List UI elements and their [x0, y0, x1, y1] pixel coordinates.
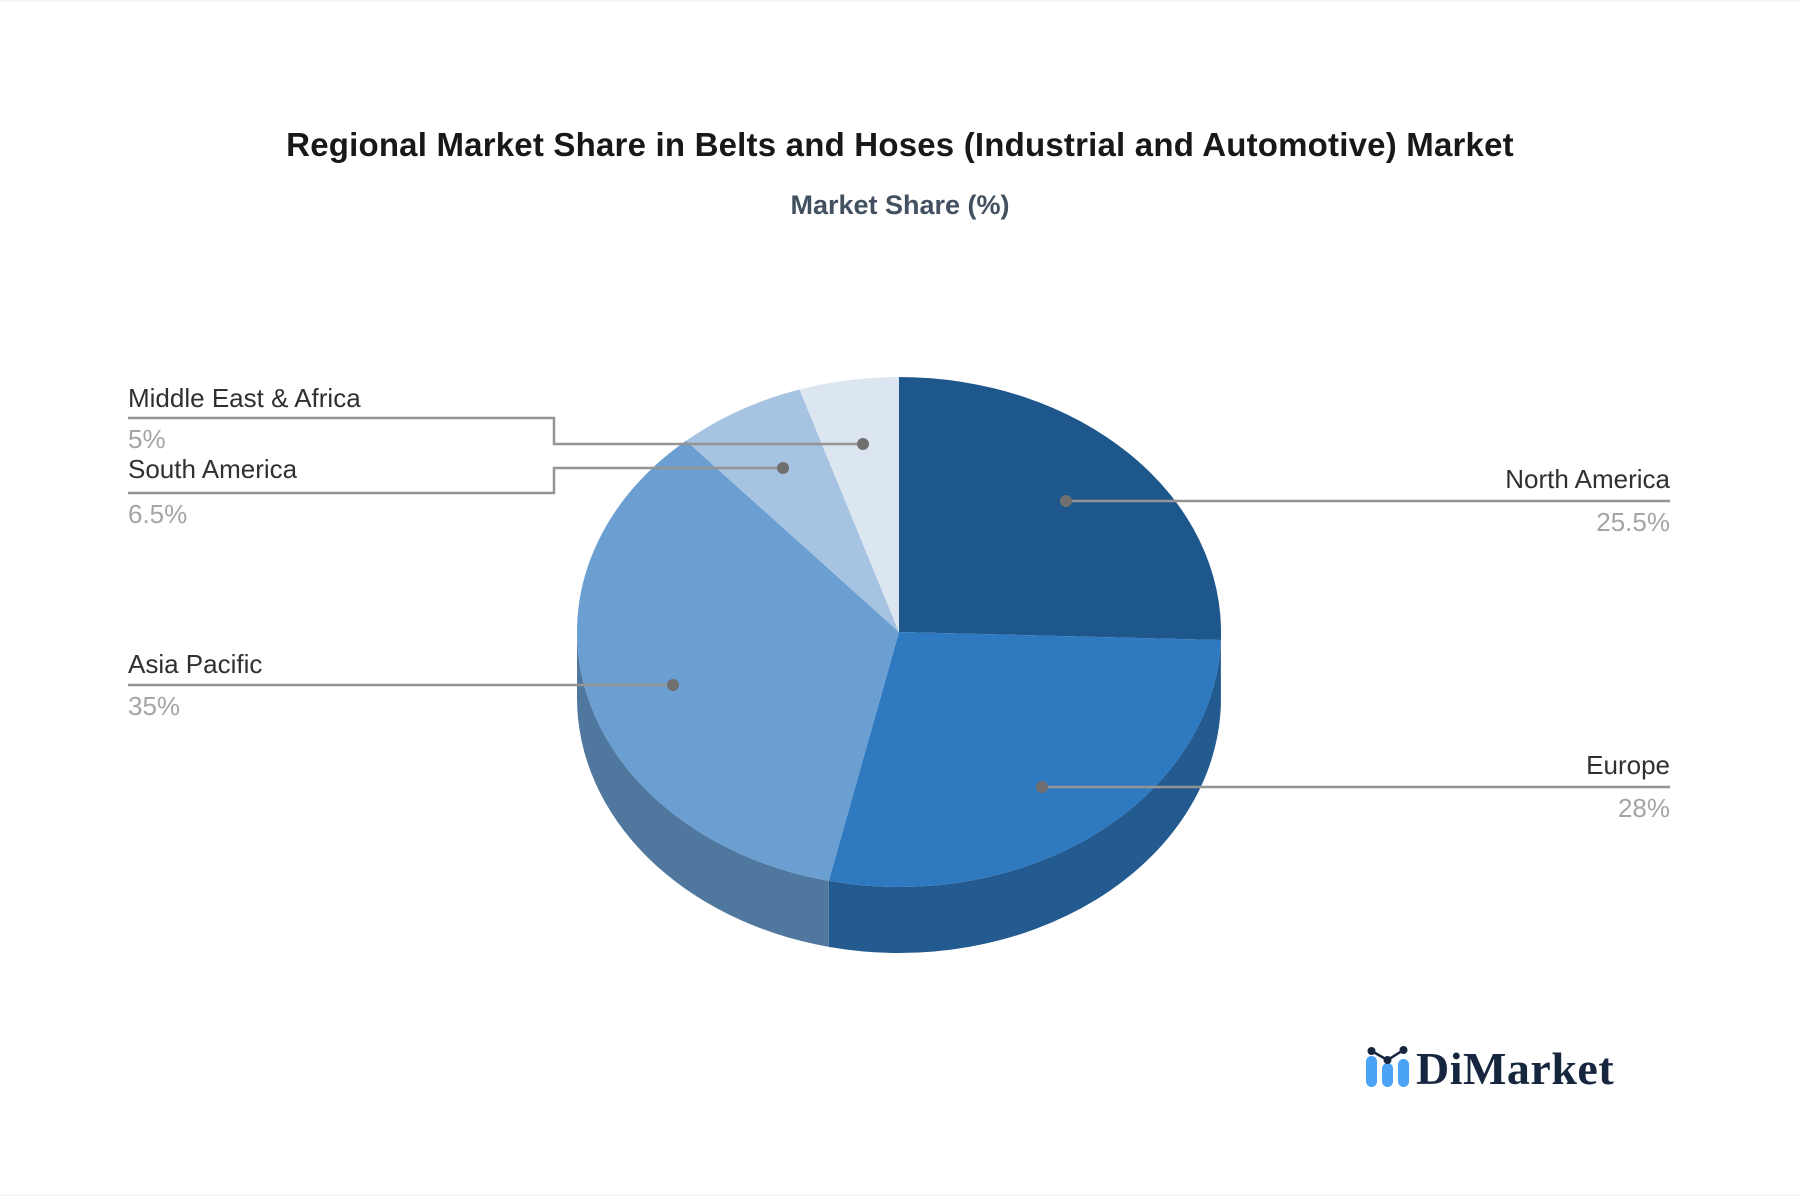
pie-slice-asia-pacific[interactable]: [576, 440, 899, 881]
pie-slice-north-america[interactable]: [899, 377, 1221, 641]
slice-label-asia-pacific: Asia Pacific: [128, 649, 263, 679]
page-bottom-border: [0, 1194, 1800, 1196]
brand-logo: DiMarket: [1360, 1040, 1660, 1100]
callout-dot-asia-pacific: [667, 679, 679, 691]
callout-line-south-america: [128, 466, 777, 495]
pie-slice-south-america[interactable]: [686, 389, 899, 632]
brand-name: DiMarket: [1416, 1043, 1615, 1094]
callout-dot-south-america: [777, 462, 789, 474]
slice-value-middle-east-africa: 5%: [128, 424, 166, 454]
callout-dot-europe: [1036, 781, 1048, 793]
slice-label-south-america: South America: [128, 454, 298, 484]
page-top-border: [0, 0, 1800, 2]
slice-value-europe: 28%: [1617, 793, 1670, 823]
pie-slice-europe[interactable]: [828, 632, 1221, 888]
pie-slice-side-asia-pacific: [577, 632, 829, 947]
slice-value-north-america: 25.5%: [1596, 507, 1670, 537]
callout-dot-north-america: [1060, 495, 1072, 507]
slice-label-europe: Europe: [1586, 750, 1670, 780]
bar-line-chart-icon: [1366, 1046, 1409, 1087]
callout-line-middle-east-africa: [128, 416, 857, 446]
pie-slice-side-europe: [828, 640, 1221, 954]
slice-label-middle-east-africa: Middle East & Africa: [128, 383, 361, 413]
callout-dot-middle-east-africa: [857, 438, 869, 450]
chart-subtitle: Market Share (%): [790, 190, 1010, 220]
slice-value-south-america: 6.5%: [128, 499, 188, 529]
pie-slice-middle-east-africa[interactable]: [799, 377, 900, 632]
slice-label-north-america: North America: [1505, 464, 1670, 494]
slice-value-asia-pacific: 35%: [128, 691, 181, 721]
chart-title: Regional Market Share in Belts and Hoses…: [286, 126, 1514, 163]
